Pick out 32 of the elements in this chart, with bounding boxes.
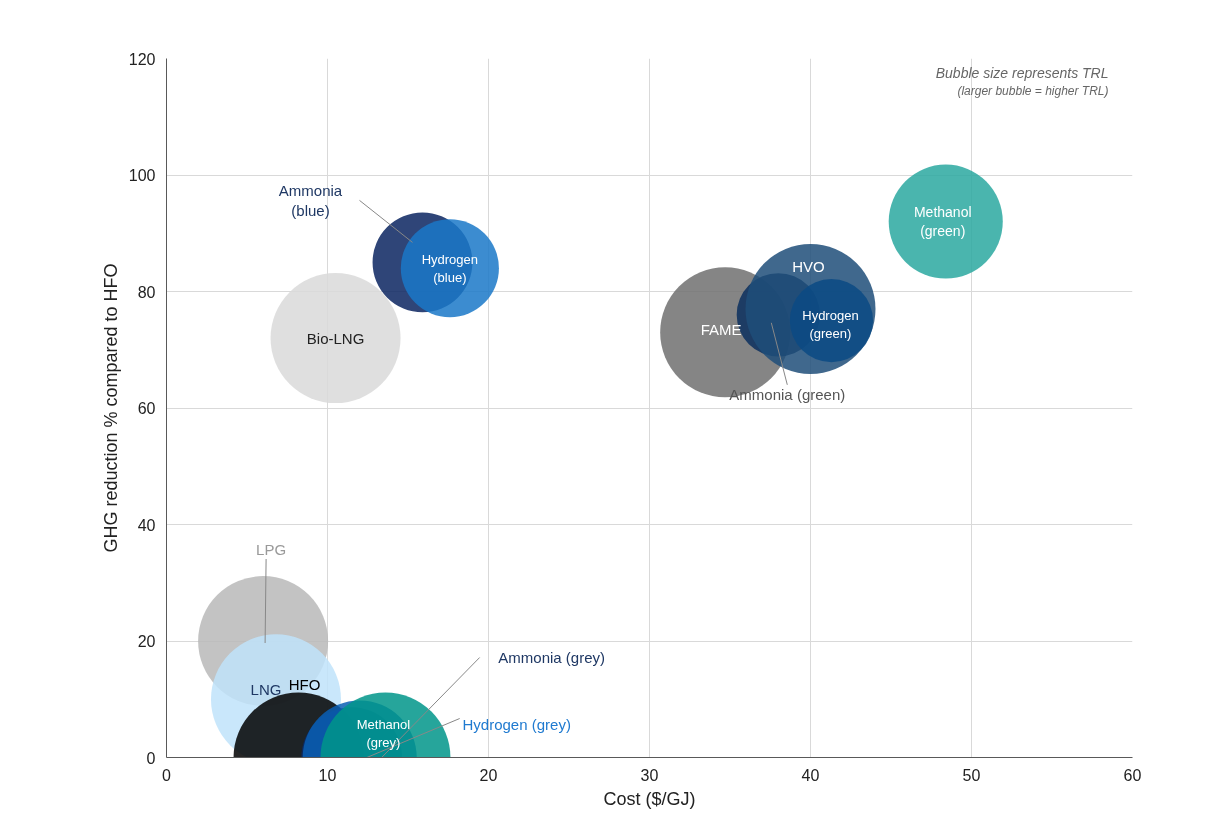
text: Hydrogen (grey) (462, 716, 571, 733)
x-tick-label: 40 (801, 766, 820, 784)
series-label: Hydrogen (blue) (421, 251, 479, 285)
series-label: LPG (256, 540, 287, 558)
y-tick-label: 100 (128, 167, 156, 184)
y-axis-title: GHG reduction % compared to HFO (100, 263, 121, 553)
x-tick-label: 20 (479, 766, 498, 784)
y-tick-label: 80 (137, 283, 156, 301)
x-tick-label: 0 (162, 766, 172, 784)
x-tick-label: 10 (318, 766, 337, 784)
y-tick-label: 120 (128, 50, 156, 68)
y-tick-label: 40 (137, 516, 156, 534)
x-axis-title: Cost ($/GJ) (603, 788, 696, 809)
series-label: LNG (250, 680, 282, 698)
series-label: HVO (792, 258, 825, 276)
x-tick-label: 60 (1123, 766, 1142, 784)
series-label: Methanol (green) (913, 204, 972, 240)
series-label: Methanol (grey) (356, 717, 411, 750)
annotation: Bubble size represents TRL (935, 64, 1109, 81)
series-label: Hydrogen (green) (802, 308, 859, 342)
series-label: FAME (700, 320, 742, 338)
series-label: HFO (288, 676, 321, 693)
series-label: Bio-LNG (306, 329, 365, 347)
x-tick-label: 50 (962, 766, 981, 784)
text: Ammonia (blue) (278, 181, 343, 220)
annotation: (larger bubble = higher TRL) (957, 83, 1109, 98)
x-tick-label: 30 (640, 766, 659, 784)
y-tick-label: 60 (137, 400, 156, 417)
y-tick-label: 20 (137, 633, 156, 650)
text: Ammonia (green) (729, 386, 846, 404)
text: Ammonia (grey) (498, 649, 606, 666)
y-tick-label: 0 (146, 749, 156, 767)
